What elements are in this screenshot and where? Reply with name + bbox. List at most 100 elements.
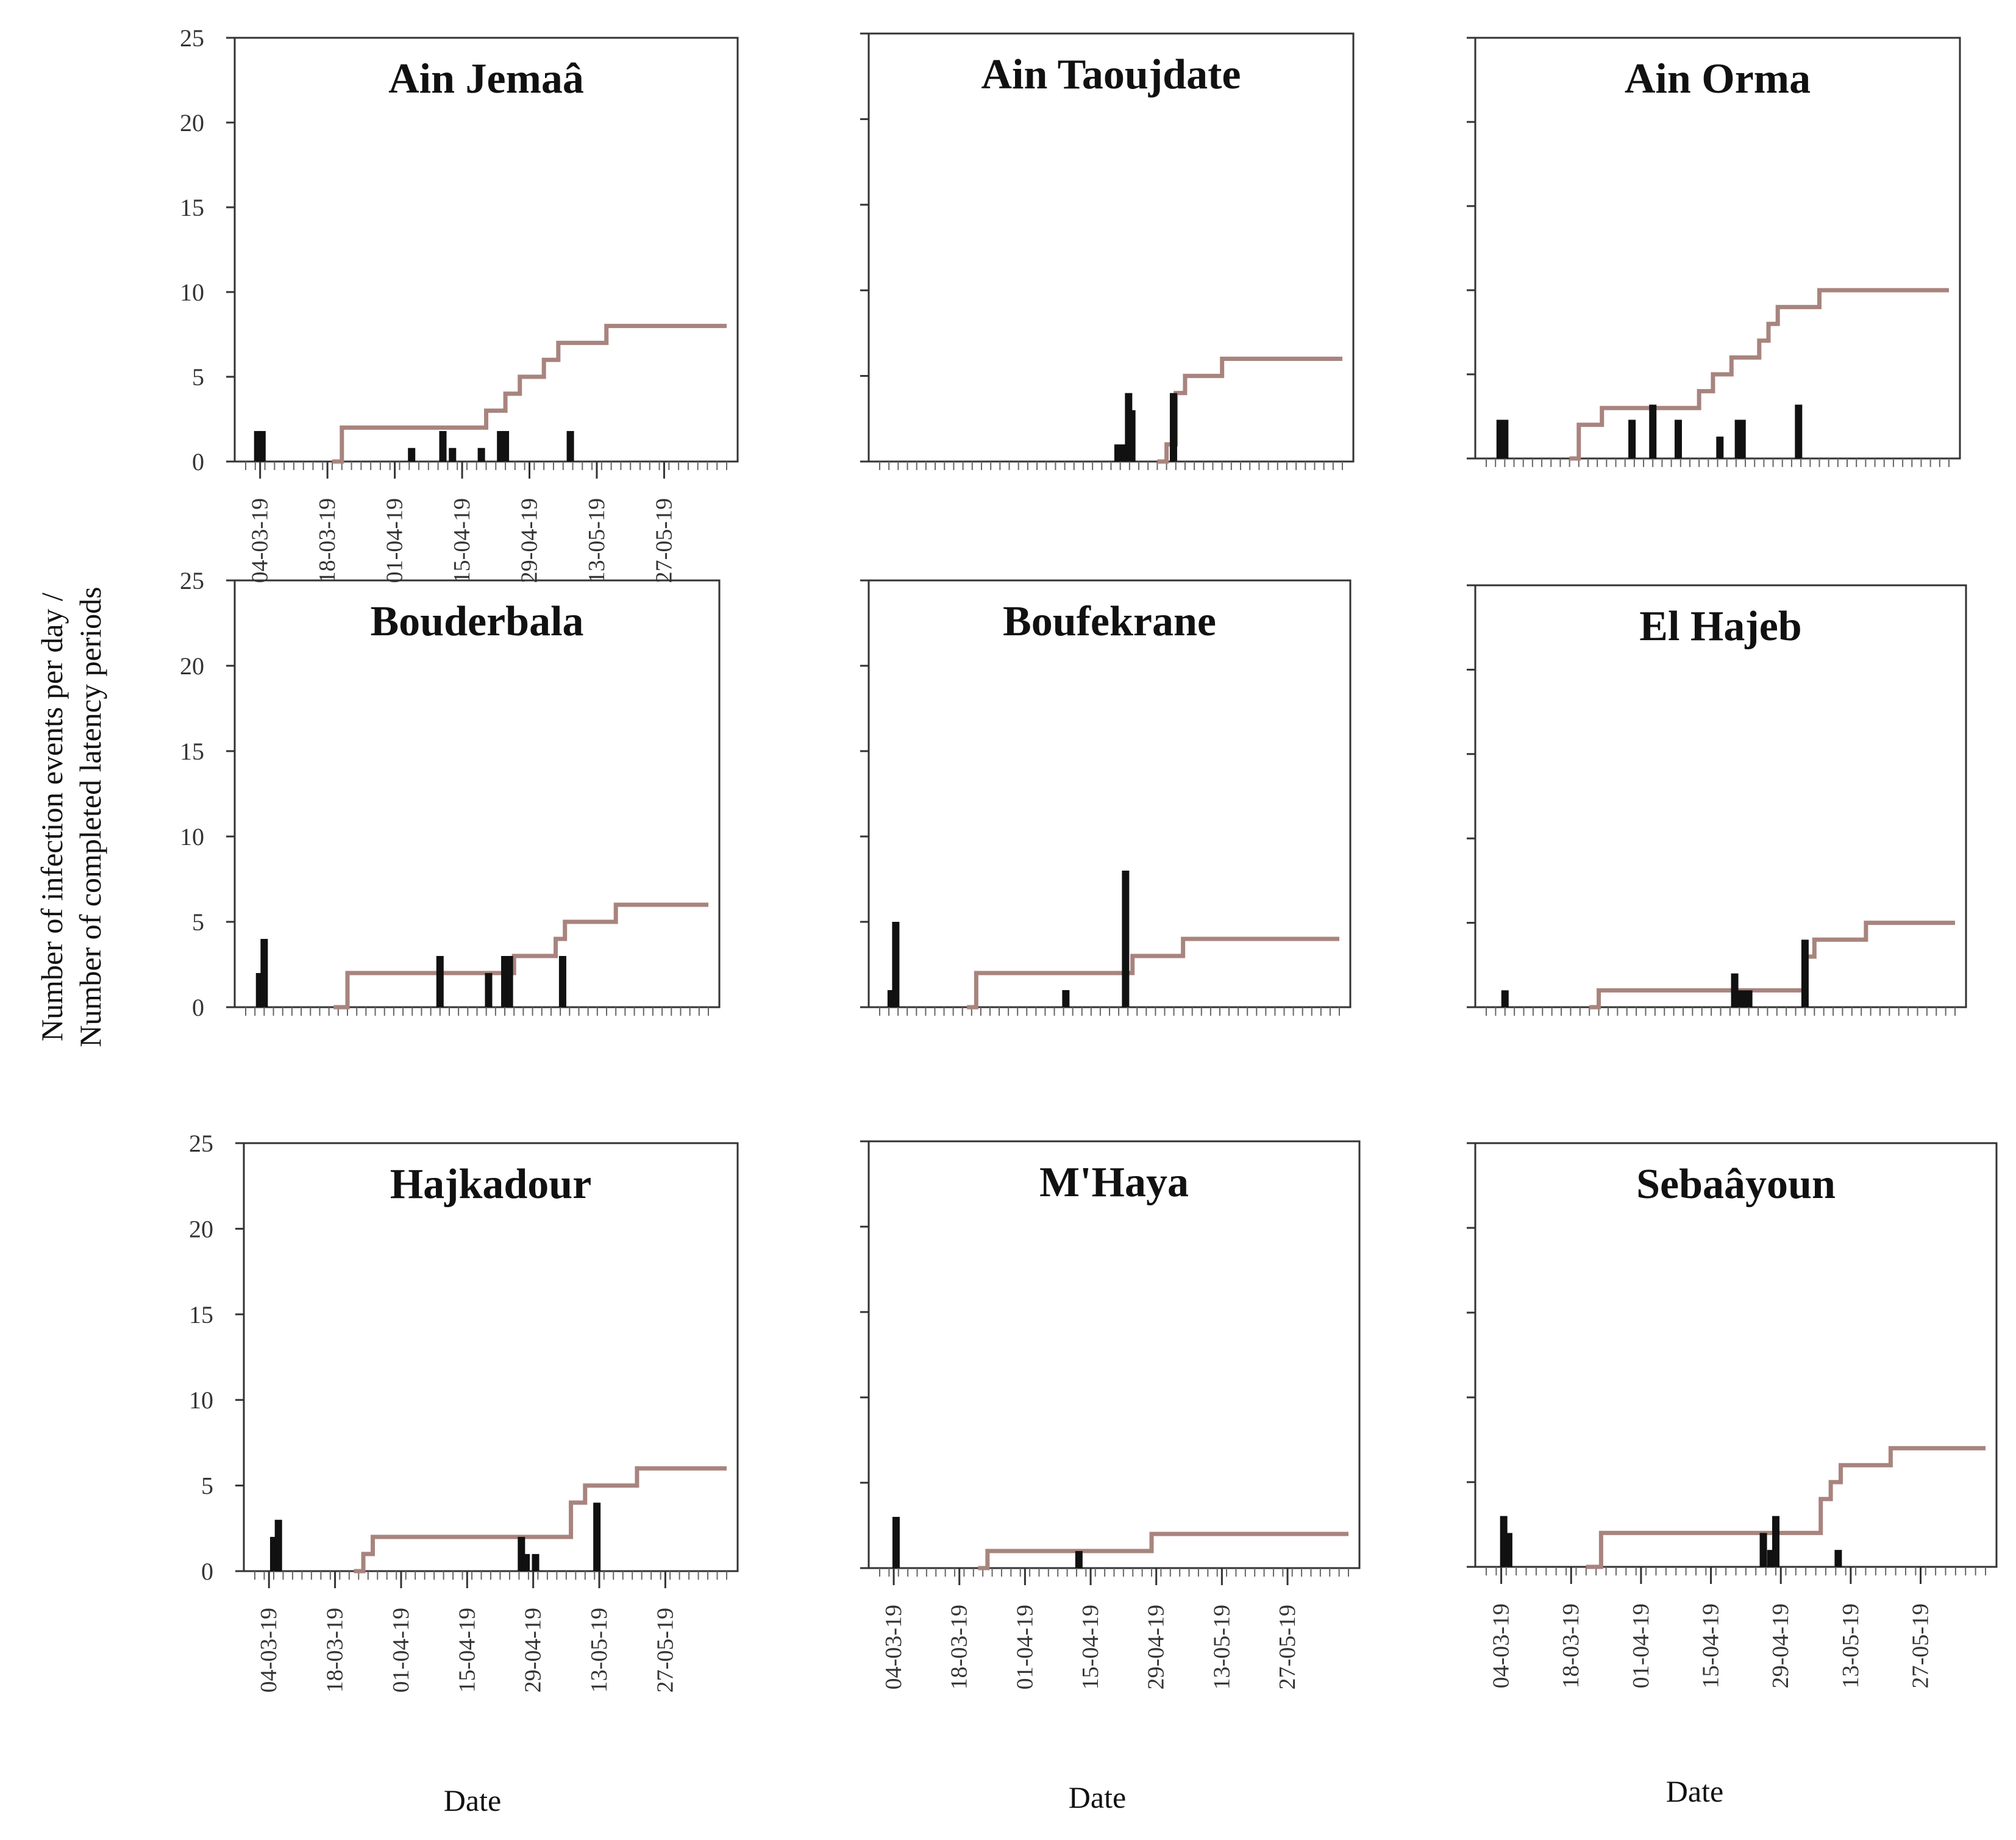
panel-title-sebaayoun: Sebaâyoun <box>1636 1161 1836 1208</box>
panel-grid: 0 5 10 15 20 25 04-03-19 18-03-19 01-04-19 15-04-… <box>180 24 1998 1692</box>
x-tick-label-hajkadour-4: 29-04-19 <box>521 1608 546 1692</box>
infection-bar-sebaayoun-1 <box>1505 1533 1512 1567</box>
x-tick-label-m-haya-0: 04-03-19 <box>881 1605 906 1689</box>
infection-bar-m-haya-0 <box>892 1517 900 1568</box>
latency-step-line-ain-orma <box>1569 288 1949 461</box>
panel-sebaayoun: 04-03-19 18-03-19 01-04-19 15-04-19 29-04-19… <box>1467 1142 1998 1688</box>
infection-bar-ain-jemaa-3 <box>439 430 447 462</box>
panel-hajkadour: 0 5 10 15 20 25 04-03-19 18-03-19 01-04-19 15-04-… <box>189 1130 739 1692</box>
x-tick-label-hajkadour-1: 18-03-19 <box>322 1608 348 1692</box>
y-tick-label-ain-jemaa-10: 10 <box>180 279 204 306</box>
x-tick-label-ain-jemaa-3: 15-04-19 <box>449 498 475 583</box>
y-tick-label-hajkadour-5: 5 <box>201 1472 213 1500</box>
y-tick-label-hajkadour-25: 25 <box>189 1130 213 1157</box>
infection-bar-ain-orma-1 <box>1501 419 1509 458</box>
infection-bar-ain-orma-8 <box>1795 404 1803 458</box>
y-tick-label-ain-jemaa-15: 15 <box>180 194 204 221</box>
latency-step-line-sebaayoun <box>1586 1446 1986 1569</box>
y-tick-label-hajkadour-10: 10 <box>189 1386 213 1414</box>
panel-title-bouderbala: Bouderbala <box>370 598 583 645</box>
infection-bar-ain-jemaa-8 <box>566 430 574 462</box>
panel-boufekrane: Boufekrane <box>860 579 1352 1016</box>
x-tick-label-sebaayoun-5: 13-05-19 <box>1838 1603 1864 1688</box>
panel-ain-orma: Ain Orma <box>1467 37 1961 467</box>
latency-step-line-boufekrane <box>967 936 1339 1010</box>
infection-bar-hajkadour-3 <box>522 1553 530 1571</box>
infection-bar-ain-taoujdate-0 <box>1114 444 1122 462</box>
latency-step-line-m-haya <box>978 1532 1348 1571</box>
y-tick-label-ain-jemaa-5: 5 <box>192 363 204 391</box>
y-tick-label-bouderbala-5: 5 <box>192 908 204 936</box>
infection-bar-el-hajeb-3 <box>1745 990 1753 1007</box>
panel-title-boufekrane: Boufekrane <box>1003 598 1216 645</box>
panel-ain-jemaa: 0 5 10 15 20 25 04-03-19 18-03-19 01-04-19 15-04-… <box>180 24 739 583</box>
x-tick-label-hajkadour-0: 04-03-19 <box>256 1608 282 1692</box>
x-tick-label-sebaayoun-1: 18-03-19 <box>1558 1603 1584 1688</box>
infection-bar-el-hajeb-0 <box>1501 990 1509 1007</box>
panel-title-m-haya: M'Haya <box>1039 1159 1189 1206</box>
infection-bar-ain-jemaa-4 <box>449 448 457 462</box>
y-tick-label-bouderbala-15: 15 <box>180 738 204 765</box>
y-tick-label-hajkadour-15: 15 <box>189 1301 213 1328</box>
panel-title-ain-taoujdate: Ain Taoujdate <box>981 51 1241 98</box>
panel-title-ain-orma: Ain Orma <box>1625 55 1811 102</box>
infection-bar-ain-orma-2 <box>1628 419 1636 458</box>
y-tick-label-ain-jemaa-0: 0 <box>192 448 204 476</box>
infection-bar-ain-taoujdate-4 <box>1169 393 1177 462</box>
y-tick-label-ain-jemaa-25: 25 <box>180 24 204 52</box>
panel-title-ain-jemaa: Ain Jemaâ <box>388 55 584 102</box>
panel-title-hajkadour: Hajkadour <box>390 1161 592 1208</box>
y-axis-label-line1: Number of infection events per day / <box>35 593 69 1041</box>
panel-ain-taoujdate: Ain Taoujdate <box>860 32 1355 470</box>
x-tick-label-ain-jemaa-1: 18-03-19 <box>315 498 340 583</box>
x-tick-label-ain-jemaa-4: 29-04-19 <box>517 498 543 583</box>
x-tick-label-ain-jemaa-5: 13-05-19 <box>584 498 610 583</box>
x-tick-label-ain-jemaa-2: 01-04-19 <box>382 498 408 583</box>
x-tick-label-sebaayoun-3: 15-04-19 <box>1698 1603 1724 1688</box>
x-tick-label-sebaayoun-0: 04-03-19 <box>1489 1603 1514 1688</box>
infection-bar-ain-taoujdate-3 <box>1128 410 1136 462</box>
panel-bouderbala: 0 5 10 15 20 25 Bouderbala <box>180 567 721 1021</box>
latency-step-line-bouderbala <box>333 902 708 1010</box>
y-tick-label-hajkadour-0: 0 <box>201 1558 213 1585</box>
infection-bar-hajkadour-4 <box>532 1553 540 1571</box>
latency-step-line-ain-taoujdate <box>1157 357 1342 464</box>
latency-step-line-el-hajeb <box>1589 921 1955 1010</box>
x-tick-label-m-haya-4: 29-04-19 <box>1144 1605 1169 1689</box>
latency-step-line-hajkadour <box>354 1466 727 1574</box>
x-tick-label-hajkadour-5: 13-05-19 <box>586 1608 612 1692</box>
infection-bar-ain-jemaa-5 <box>477 448 485 462</box>
infection-bar-bouderbala-2 <box>436 956 444 1007</box>
y-tick-label-hajkadour-20: 20 <box>189 1215 213 1243</box>
y-tick-label-bouderbala-10: 10 <box>180 823 204 850</box>
x-tick-label-hajkadour-3: 15-04-19 <box>454 1608 480 1692</box>
latency-step-line-ain-jemaa <box>332 324 727 464</box>
infection-bar-ain-jemaa-7 <box>502 430 510 462</box>
x-tick-label-ain-jemaa-0: 04-03-19 <box>248 498 273 583</box>
infection-bar-el-hajeb-4 <box>1801 940 1809 1007</box>
x-axis-label-left: Date <box>444 1783 501 1817</box>
infection-bar-bouderbala-6 <box>558 956 566 1007</box>
x-tick-label-hajkadour-2: 01-04-19 <box>388 1608 414 1692</box>
panel-el-hajeb: El Hajeb <box>1467 584 1967 1016</box>
panel-title-el-hajeb: El Hajeb <box>1639 603 1801 650</box>
x-tick-label-sebaayoun-4: 29-04-19 <box>1768 1603 1793 1688</box>
infection-bar-ain-orma-7 <box>1738 419 1746 458</box>
y-tick-label-bouderbala-20: 20 <box>180 652 204 680</box>
y-tick-label-bouderbala-25: 25 <box>180 567 204 594</box>
infection-bar-sebaayoun-5 <box>1834 1550 1842 1567</box>
x-axis-label-right: Date <box>1666 1774 1723 1808</box>
x-tick-label-sebaayoun-2: 01-04-19 <box>1628 1603 1654 1688</box>
infection-bar-ain-orma-5 <box>1716 437 1724 458</box>
infection-bar-m-haya-1 <box>1075 1551 1083 1568</box>
infection-bar-el-hajeb-2 <box>1738 990 1746 1007</box>
y-axis-label-line2: Number of completed latency periods <box>73 587 107 1047</box>
x-tick-label-hajkadour-6: 27-05-19 <box>652 1608 678 1692</box>
x-tick-label-m-haya-3: 15-04-19 <box>1078 1605 1103 1689</box>
infection-bar-bouderbala-1 <box>260 939 268 1007</box>
x-tick-label-sebaayoun-6: 27-05-19 <box>1908 1603 1934 1688</box>
infection-bar-boufekrane-1 <box>892 922 900 1007</box>
infection-bar-hajkadour-5 <box>593 1502 601 1571</box>
